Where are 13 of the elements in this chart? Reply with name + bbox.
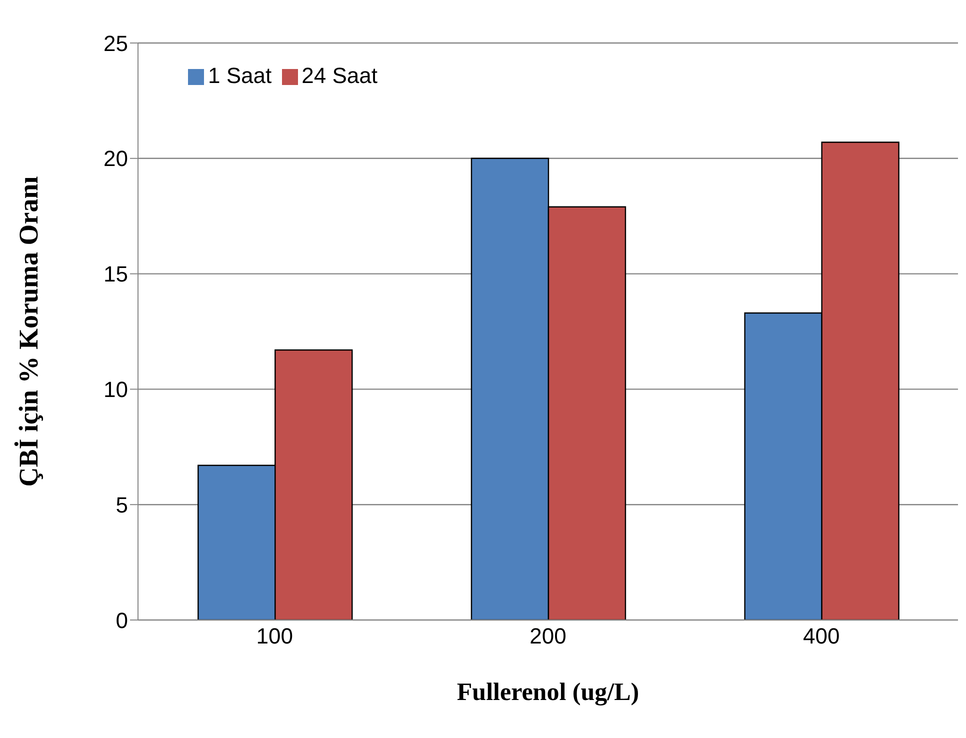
y-tick-label: 20 [104,146,128,172]
y-tick-label: 10 [104,377,128,402]
x-tick-label: 100 [256,624,294,649]
y-tick-label: 25 [104,30,128,56]
legend-label: 24 Saat [302,63,378,88]
y-axis-title: ÇBİ için % Koruma Oranı [14,176,44,487]
x-axis-title: Fullerenol (ug/L) [456,679,640,706]
y-tick-label: 5 [116,492,128,518]
x-tick-label: 200 [530,624,566,649]
y-tick-label: 0 [116,608,128,633]
legend-label: 1 Saat [208,63,272,88]
x-tick-label: 400 [802,624,840,649]
y-tick-label: 15 [104,262,128,287]
